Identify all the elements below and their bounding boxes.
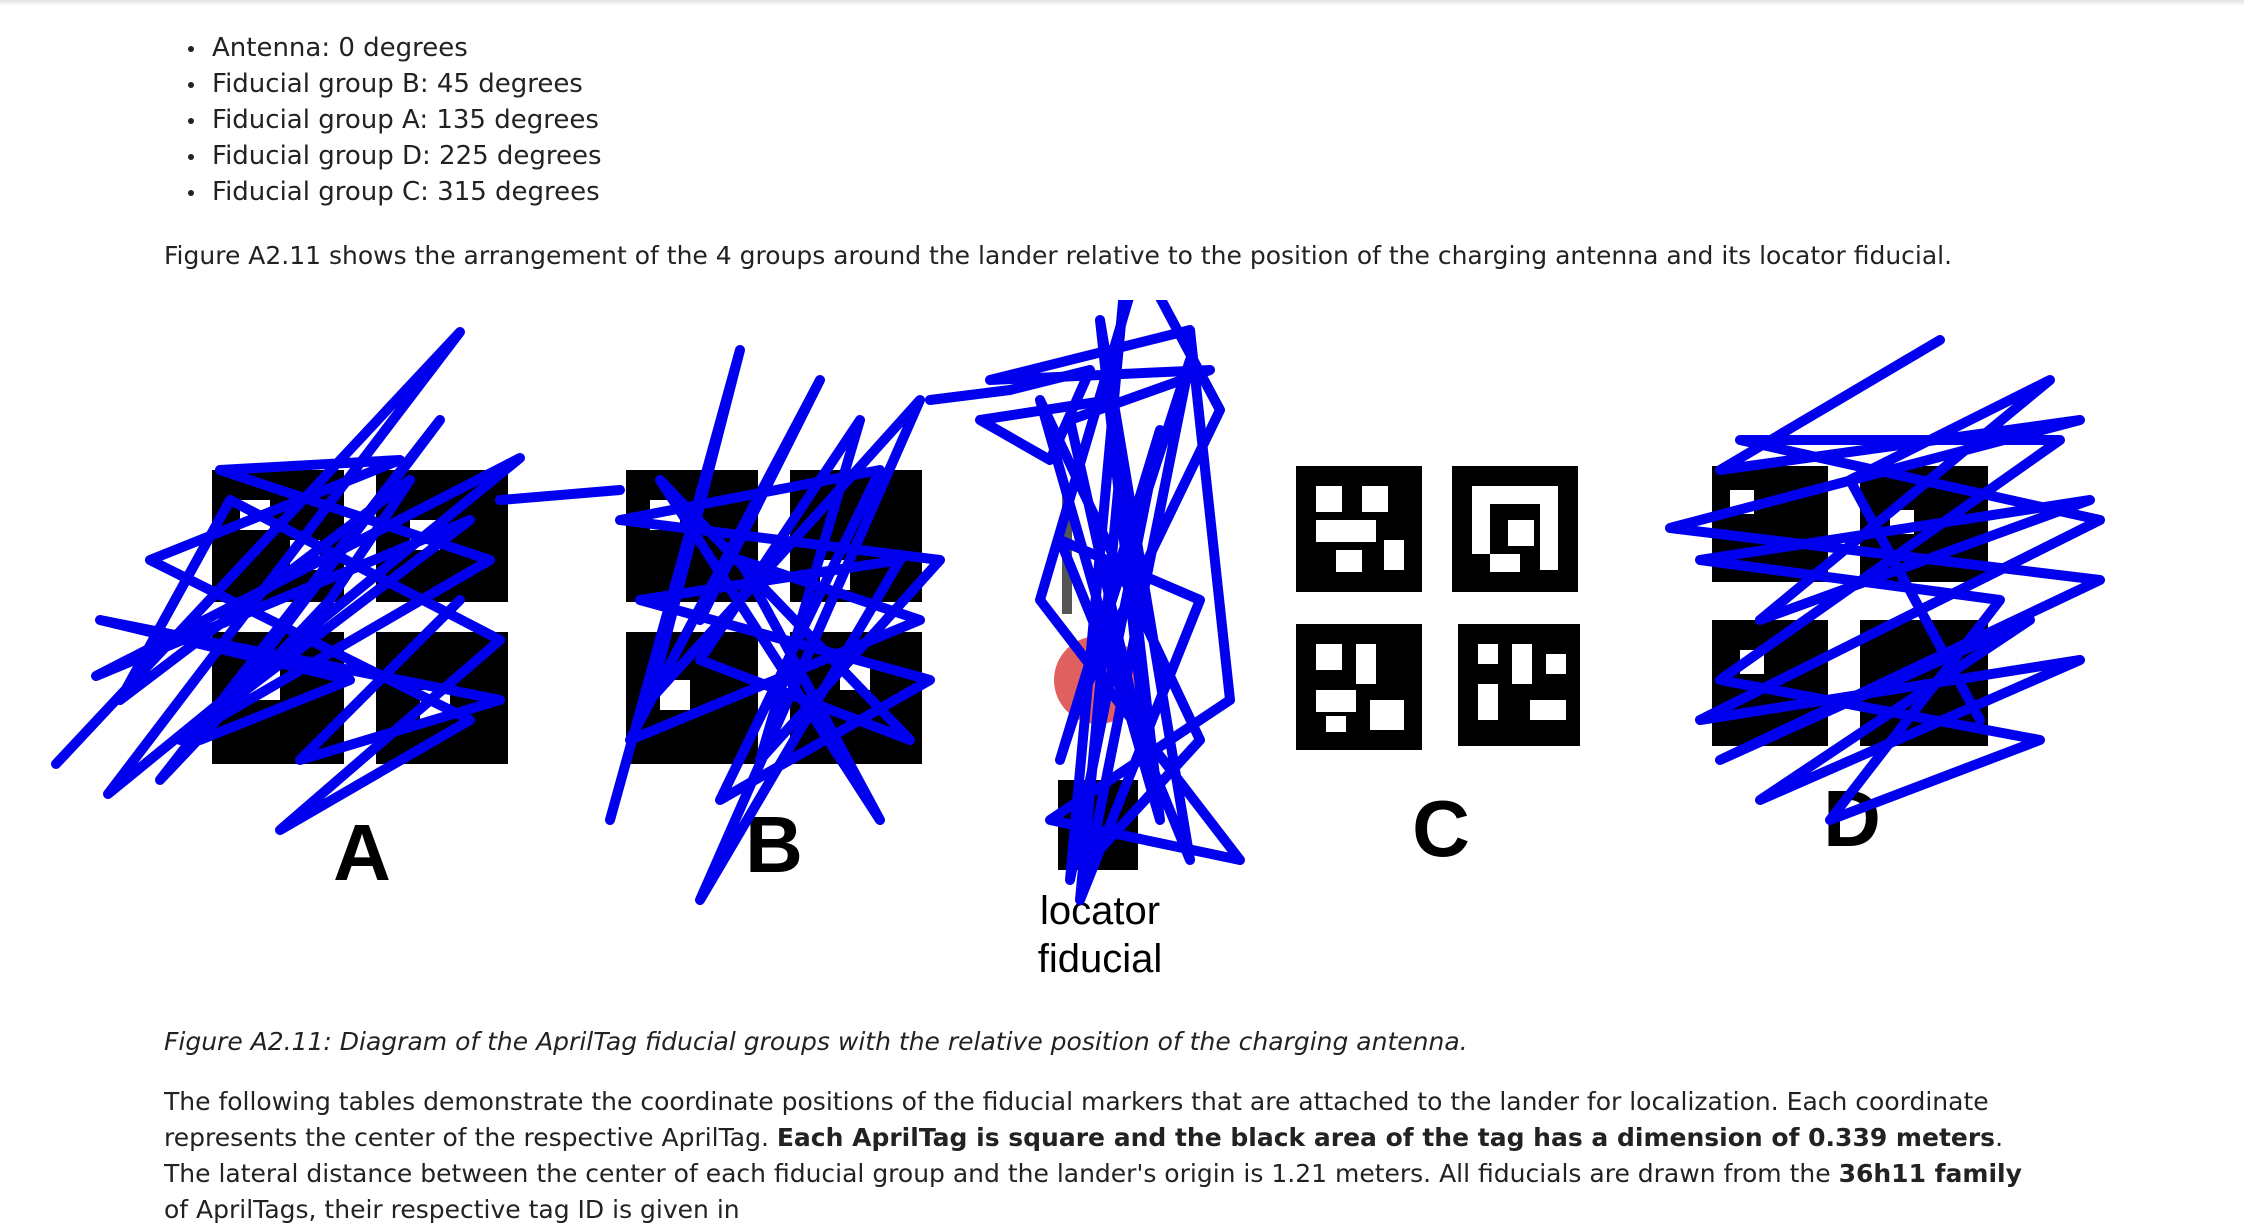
page-top-edge [0, 0, 2244, 6]
list-item: Fiducial group D: 225 degrees [188, 138, 602, 174]
figure-caption: Figure A2.11: Diagram of the AprilTag fi… [164, 1027, 1468, 1056]
fiducial-diagram: A B C D locator fiducial [51, 300, 2105, 981]
group-label-a: A [333, 808, 391, 897]
scribble-a [51, 327, 525, 835]
para-text-2: . The lateral distance between the cente… [164, 1123, 2004, 1188]
group-label-c: C [1412, 784, 1470, 873]
para-bold-family: 36h11 family [1838, 1159, 2022, 1188]
scribble-d [1665, 335, 2105, 825]
list-item: Antenna: 0 degrees [188, 30, 602, 66]
scribble-antenna [985, 300, 1245, 905]
angle-list: Antenna: 0 degrees Fiducial group B: 45 … [188, 30, 602, 210]
para-text-1: The following tables demonstrate the coo… [164, 1087, 1989, 1152]
para-text-3: of AprilTags, their respective tag ID is… [164, 1195, 740, 1224]
list-item: Fiducial group C: 315 degrees [188, 174, 602, 210]
list-item: Fiducial group A: 135 degrees [188, 102, 602, 138]
scribble-overlay [51, 300, 2105, 905]
list-item: Fiducial group B: 45 degrees [188, 66, 602, 102]
intro-paragraph: Figure A2.11 shows the arrangement of th… [164, 241, 1953, 270]
para-bold-dimension: Each AprilTag is square and the black ar… [776, 1123, 1996, 1152]
locator-label-line2: fiducial [1038, 937, 1163, 981]
coordinates-paragraph: The following tables demonstrate the coo… [164, 1084, 2044, 1228]
locator-label-line1: locator [1040, 889, 1160, 933]
scribble-b [605, 345, 945, 905]
fiducial-group-c [1296, 466, 1580, 750]
